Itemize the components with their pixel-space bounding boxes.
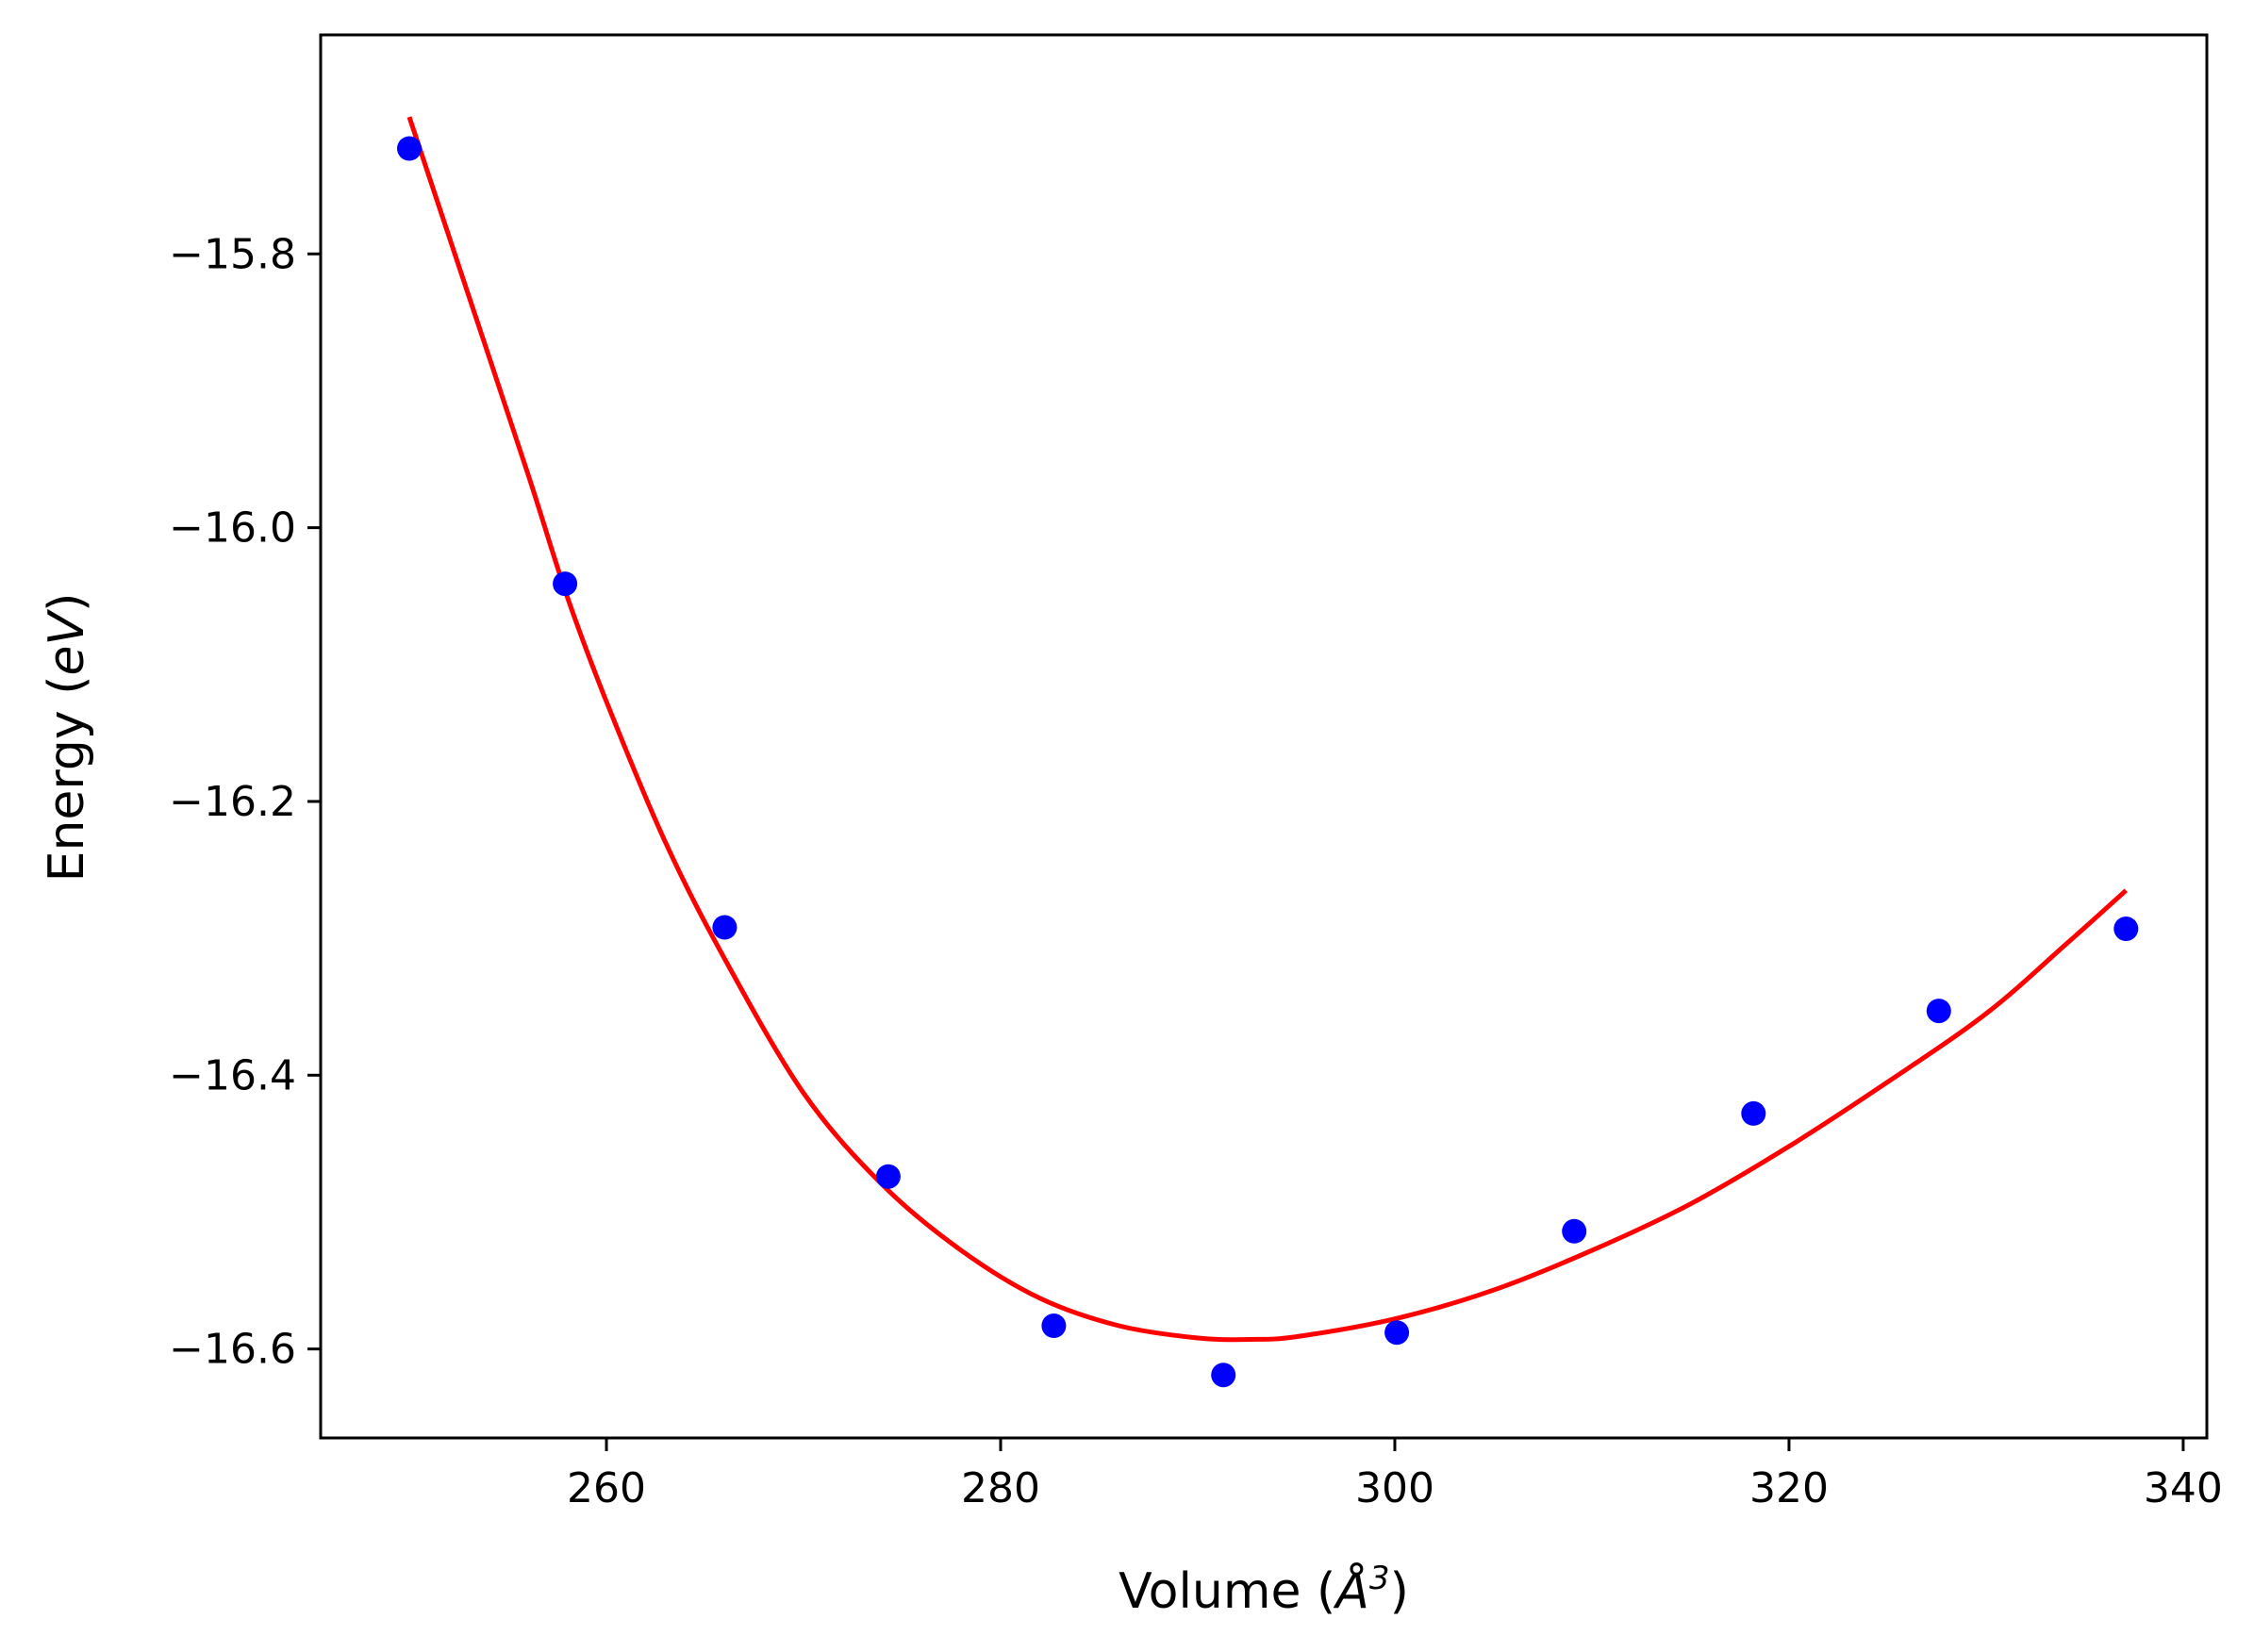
data-point-10 bbox=[1926, 999, 1951, 1024]
data-point-8 bbox=[1562, 1218, 1587, 1244]
data-point-7 bbox=[1384, 1320, 1410, 1346]
data-point-4 bbox=[875, 1164, 901, 1189]
data-point-5 bbox=[1041, 1313, 1067, 1338]
y-tick-label-1: −15.8 bbox=[169, 230, 296, 278]
y-tick-label-3: −16.2 bbox=[169, 778, 296, 826]
y-tick-label-2: −16.0 bbox=[169, 504, 296, 553]
x-tick-label-320: 320 bbox=[1749, 1464, 1829, 1512]
x-tick-label-300: 300 bbox=[1355, 1464, 1434, 1512]
x-tick-label-260: 260 bbox=[567, 1464, 646, 1512]
x-tick-label-280: 280 bbox=[961, 1464, 1040, 1512]
y-tick-label-5: −16.6 bbox=[169, 1326, 296, 1374]
data-point-3 bbox=[712, 915, 738, 940]
data-point-11 bbox=[2113, 917, 2139, 941]
x-tick-label-340: 340 bbox=[2144, 1464, 2223, 1512]
axes-layer: 260 280 300 320 340 −15.8 −16.0 −16.2 −16.4 −16.6 bbox=[169, 230, 2223, 1512]
data-point-1 bbox=[397, 136, 422, 161]
data-point-2 bbox=[553, 571, 578, 597]
data-point-9 bbox=[1741, 1100, 1766, 1126]
y-axis-title: Energy (eV) bbox=[39, 593, 95, 883]
x-axis-title: Volume (Å3) bbox=[1119, 1560, 1409, 1620]
plot-frame bbox=[319, 33, 2209, 1440]
y-tick-label-4: −16.4 bbox=[169, 1051, 296, 1099]
data-point-6 bbox=[1211, 1363, 1236, 1388]
fit-curve-line bbox=[406, 116, 2128, 1343]
marks-layer bbox=[397, 116, 2139, 1388]
